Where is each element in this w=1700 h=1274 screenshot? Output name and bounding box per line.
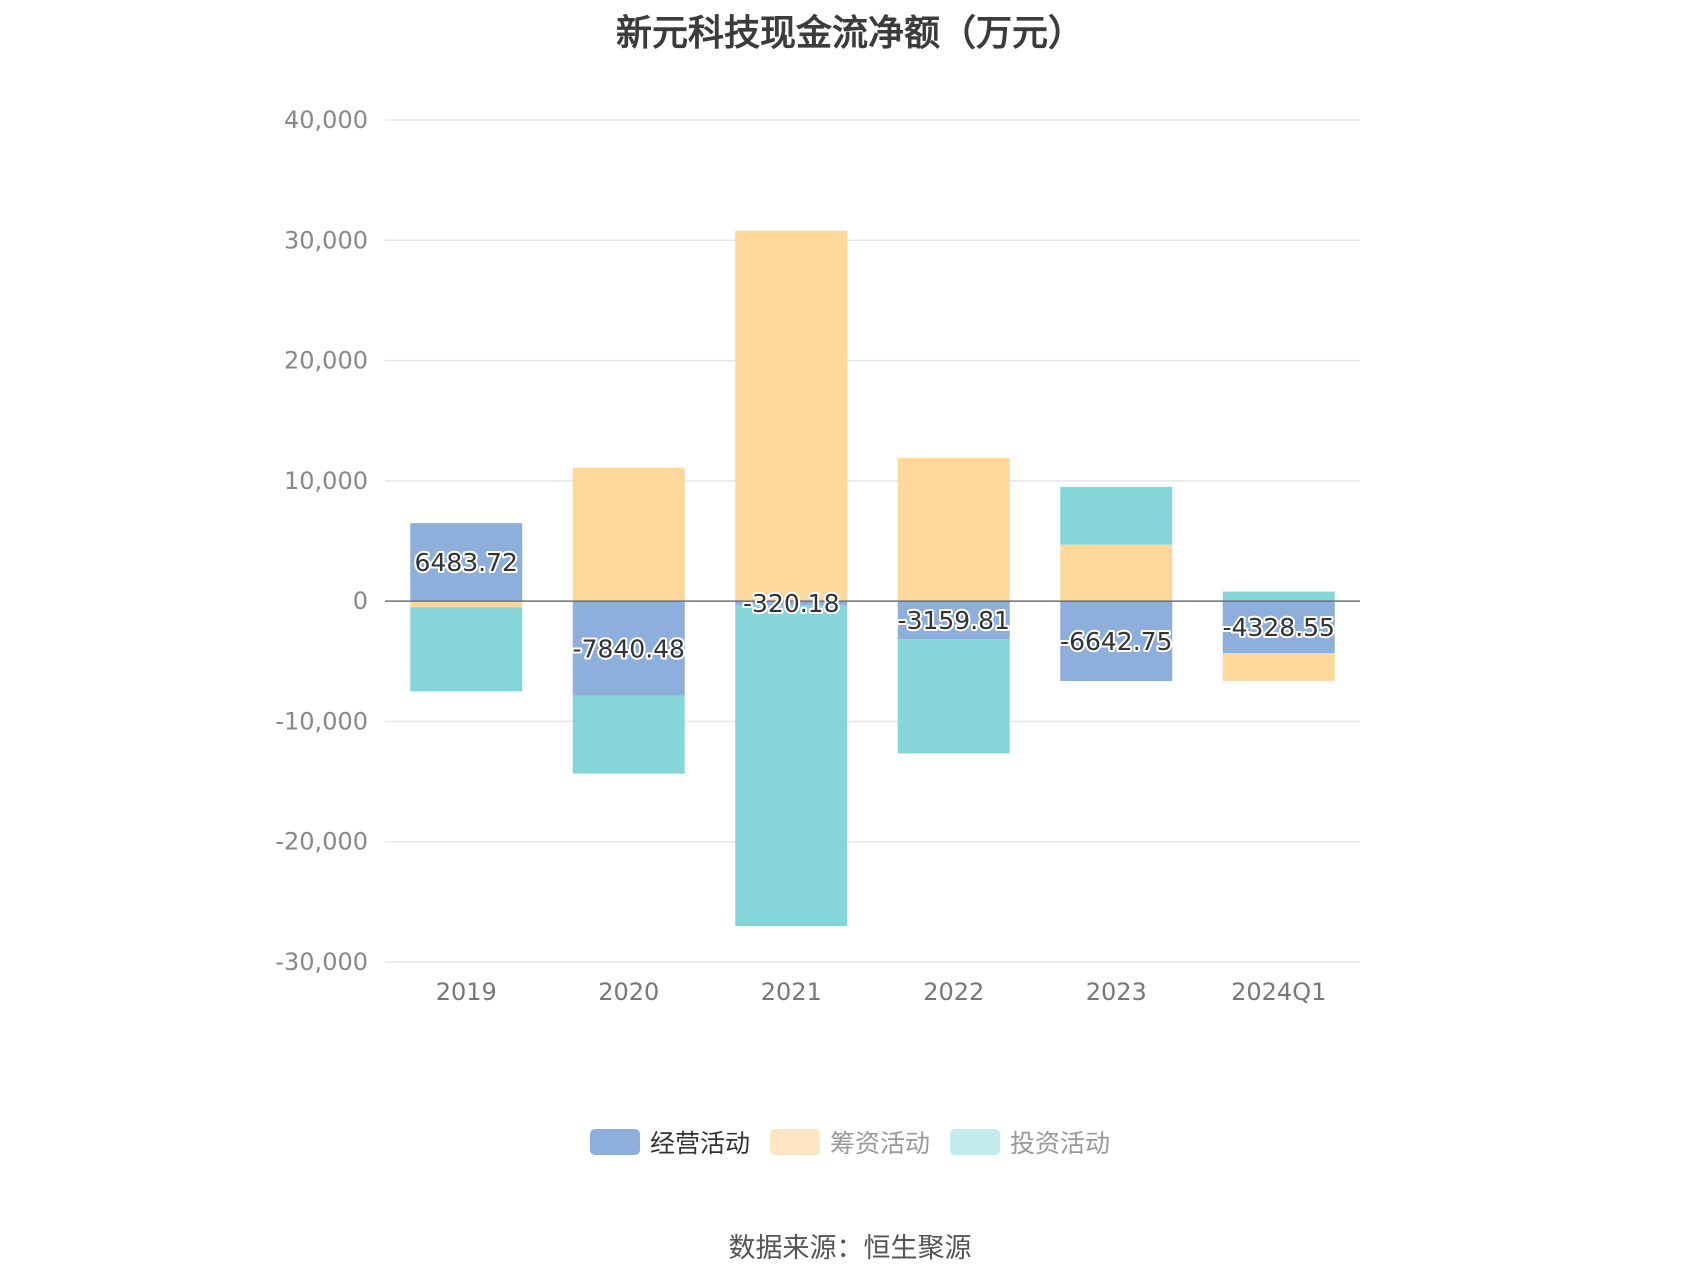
y-tick-label: -20,000 — [275, 828, 368, 856]
bars — [410, 230, 1335, 927]
bar-segment[interactable] — [572, 601, 685, 696]
grid-lines — [385, 119, 1360, 963]
x-tick-label: 2021 — [761, 978, 822, 1006]
data-label: -3159.81 — [898, 606, 1010, 635]
data-labels: 6483.72 -7840.48 -320.18 -3159.81 -6642.75 -4… — [413, 546, 1337, 665]
y-tick-label: -30,000 — [275, 948, 368, 976]
bar-segment[interactable] — [572, 467, 685, 602]
bar-segment[interactable] — [410, 607, 523, 692]
legend-label-financing: 筹资活动 — [829, 1129, 930, 1158]
y-tick-label: 0 — [353, 587, 368, 615]
y-tick-label: 10,000 — [284, 467, 368, 495]
legend-item-financing[interactable]: 筹资活动 — [769, 1124, 930, 1160]
y-tick-label: 40,000 — [284, 106, 368, 134]
data-label: -6642.75 — [1060, 627, 1172, 656]
bar-segment[interactable] — [1060, 486, 1173, 545]
y-axis-ticks: 40,000 30,000 20,000 10,000 0 -10,000 -20,000 -… — [275, 106, 368, 976]
x-tick-label: 2019 — [436, 978, 497, 1006]
bar-segment[interactable] — [1222, 591, 1335, 602]
bar-segment[interactable] — [572, 695, 685, 774]
data-label: -7840.48 — [573, 634, 685, 663]
chart-title: 新元科技现金流净额（万元） — [615, 13, 1084, 54]
bar-segment[interactable] — [897, 458, 1010, 602]
source-note: 数据来源：恒生聚源 — [728, 1233, 972, 1264]
x-tick-label: 2020 — [598, 978, 659, 1006]
bar-segment[interactable] — [410, 523, 523, 602]
data-label: -320.18 — [743, 589, 840, 618]
legend-item-investing[interactable]: 投资活动 — [950, 1124, 1110, 1160]
bar-segment[interactable] — [897, 639, 1010, 754]
x-tick-label: 2022 — [923, 978, 984, 1006]
legend-label-investing: 投资活动 — [1010, 1129, 1111, 1158]
y-tick-label: -10,000 — [275, 707, 368, 735]
legend-swatch-investing — [950, 1129, 1000, 1155]
data-label: 6483.72 — [415, 548, 518, 577]
bar-segment[interactable] — [1060, 601, 1173, 682]
legend-label-operating: 经营活动 — [649, 1129, 750, 1158]
bar-segment[interactable] — [735, 604, 848, 927]
x-tick-label: 2024Q1 — [1231, 978, 1326, 1006]
x-tick-label: 2023 — [1086, 978, 1147, 1006]
bar-segment[interactable] — [735, 230, 848, 602]
y-tick-label: 20,000 — [284, 347, 368, 375]
x-axis-ticks: 2019 2020 2021 2022 2023 2024Q1 — [436, 978, 1327, 1006]
legend-item-operating[interactable]: 经营活动 — [589, 1124, 750, 1160]
bar-segment[interactable] — [1060, 544, 1173, 602]
bar-segment[interactable] — [897, 601, 1010, 640]
legend-swatch-financing — [769, 1129, 820, 1155]
bar-segment[interactable] — [735, 601, 848, 605]
bar-segment[interactable] — [1222, 653, 1335, 681]
y-tick-label: 30,000 — [284, 226, 368, 254]
bar-segment[interactable] — [1222, 601, 1335, 654]
legend-swatch-operating — [589, 1129, 640, 1155]
data-label: -4328.55 — [1223, 613, 1335, 642]
bar-segment[interactable] — [410, 601, 523, 608]
legend: 经营活动 筹资活动 投资活动 — [0, 1124, 1700, 1160]
